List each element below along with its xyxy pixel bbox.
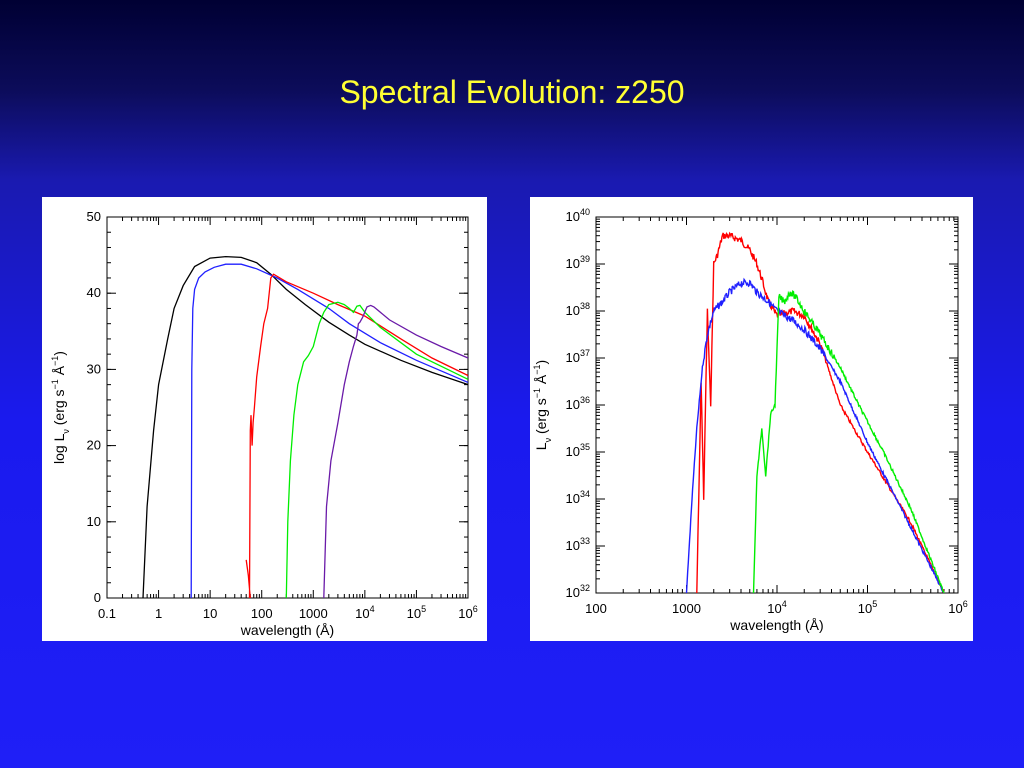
x-tick-label: 0.1 [98,606,116,621]
plot-frame [595,216,959,594]
chart-panel-left: 0.1 1 10 100 1000 104 105 106 0 10 20 30 40 50 wavelen… [42,197,487,641]
x-axis-label: wavelength (Å) [240,622,334,638]
y-tick-label: 40 [87,285,101,300]
x-tick-label: 1 [155,606,162,621]
y-tick-label: 20 [87,438,101,453]
x-tick-label: 106 [458,604,477,621]
y-tick-label: 1032 [566,583,590,600]
series-line-3 [245,273,468,598]
series-line-3 [752,290,945,593]
slide-title: Spectral Evolution: z250 [339,74,685,110]
y-tick-label: 1035 [566,442,590,459]
y-tick-label: 1034 [566,489,590,506]
series-line-1 [696,231,945,593]
x-tick-label: 104 [767,599,786,616]
chart-left: 0.1 1 10 100 1000 104 105 106 0 10 20 30 40 50 wavelen… [50,209,478,638]
series-line-5 [323,304,468,598]
x-tick-label: 10 [203,606,217,621]
x-tick-label: 1000 [299,606,328,621]
chart-right: 100 1000 104 105 106 1032 1033 1034 1035 1036 1037… [532,207,968,633]
series-line-1 [142,255,468,598]
y-tick-label: 1036 [566,395,590,412]
y-tick-label: 50 [87,209,101,224]
y-axis-label: log Lν (erg s−1 Å−1) [50,351,71,464]
y-axis-label: Lν (erg s−1 Å−1) [532,360,553,450]
y-tick-label: 1033 [566,536,590,553]
x-tick-label: 100 [251,606,273,621]
x-tick-label: 104 [355,604,374,621]
y-tick-label: 0 [94,590,101,605]
y-tick-label: 30 [87,361,101,376]
x-tick-label: 106 [948,599,967,616]
series-line-2 [190,263,468,598]
x-axis-label: wavelength (Å) [729,617,823,633]
x-tick-label: 100 [585,601,607,616]
y-tick-label: 1040 [566,207,590,224]
series-line-4 [285,301,468,598]
y-tick-label: 10 [87,514,101,529]
y-tick-label: 1038 [566,301,590,318]
x-tick-label: 105 [858,599,877,616]
chart-panel-right: 100 1000 104 105 106 1032 1033 1034 1035 1036 1037… [530,197,973,641]
y-tick-label: 1039 [566,254,590,271]
series-line-2 [685,277,945,593]
x-tick-label: 1000 [672,601,701,616]
plot-frame [106,216,469,599]
x-tick-label: 105 [407,604,426,621]
y-tick-label: 1037 [566,348,590,365]
